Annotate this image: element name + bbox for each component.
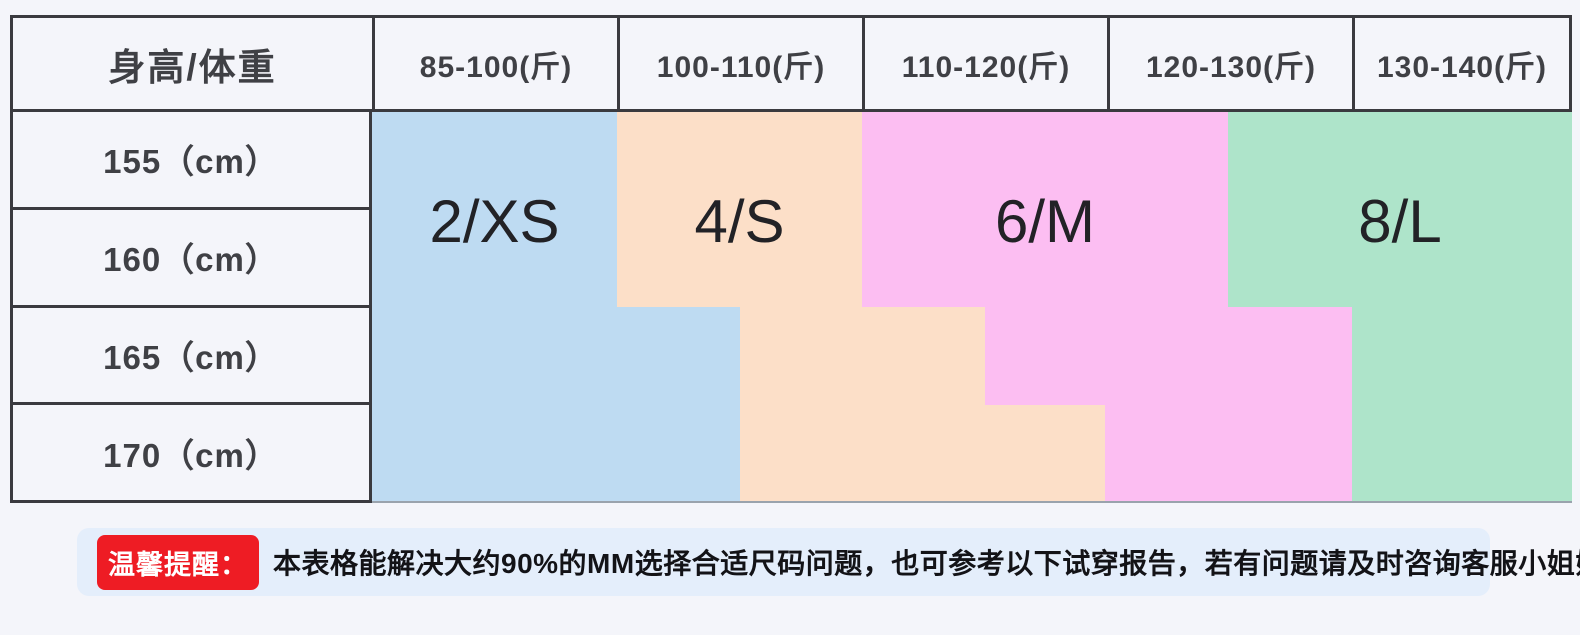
notice-text: 本表格能解决大约90%的MM选择合适尺码问题，也可参考以下试穿报告，若有问题请及… <box>273 548 1580 579</box>
region-2xs-lower <box>372 307 740 503</box>
region-6m-middle <box>985 307 1352 405</box>
height-row-160: 160（cm） <box>13 206 369 305</box>
size-label-2xs: 2/XS <box>429 188 560 255</box>
region-4s-upper <box>617 112 862 307</box>
height-row-165: 165（cm） <box>13 304 369 403</box>
size-map-bottom-border <box>372 501 1572 503</box>
height-row-170: 170（cm） <box>13 402 369 500</box>
weight-header-130-140: 130-140(斤) <box>1352 18 1569 109</box>
notice-badge: 温馨提醒： <box>97 534 259 590</box>
size-label-4s: 4/S <box>694 188 785 255</box>
size-label-8l: 8/L <box>1358 188 1442 255</box>
weight-header-110-120: 110-120(斤) <box>862 18 1107 109</box>
region-6m-lower <box>1105 405 1352 503</box>
height-row-labels: 155（cm） 160（cm） 165（cm） 170（cm） <box>10 112 372 503</box>
notice-bar: 温馨提醒： 本表格能解决大约90%的MM选择合适尺码问题，也可参考以下试穿报告，… <box>77 528 1580 596</box>
corner-header-height-weight: 身高/体重 <box>108 46 277 88</box>
region-4s-lower <box>740 405 1105 503</box>
region-4s-middle <box>740 307 985 405</box>
height-row-155: 155（cm） <box>103 143 279 181</box>
size-map: 2/XS 4/S 6/M 8/L <box>372 112 1572 503</box>
weight-header-85-100: 85-100(斤) <box>372 18 617 109</box>
weight-header-100-110: 100-110(斤) <box>617 18 862 109</box>
region-8l-lower <box>1352 307 1572 503</box>
table-header-row: 身高/体重 85-100(斤) 100-110(斤) 110-120(斤) 12… <box>10 15 1572 112</box>
region-6m-upper <box>862 112 1228 307</box>
size-label-6m: 6/M <box>994 188 1096 255</box>
region-8l-upper <box>1228 112 1572 307</box>
weight-header-120-130: 120-130(斤) <box>1107 18 1352 109</box>
region-2xs-upper <box>372 112 617 307</box>
